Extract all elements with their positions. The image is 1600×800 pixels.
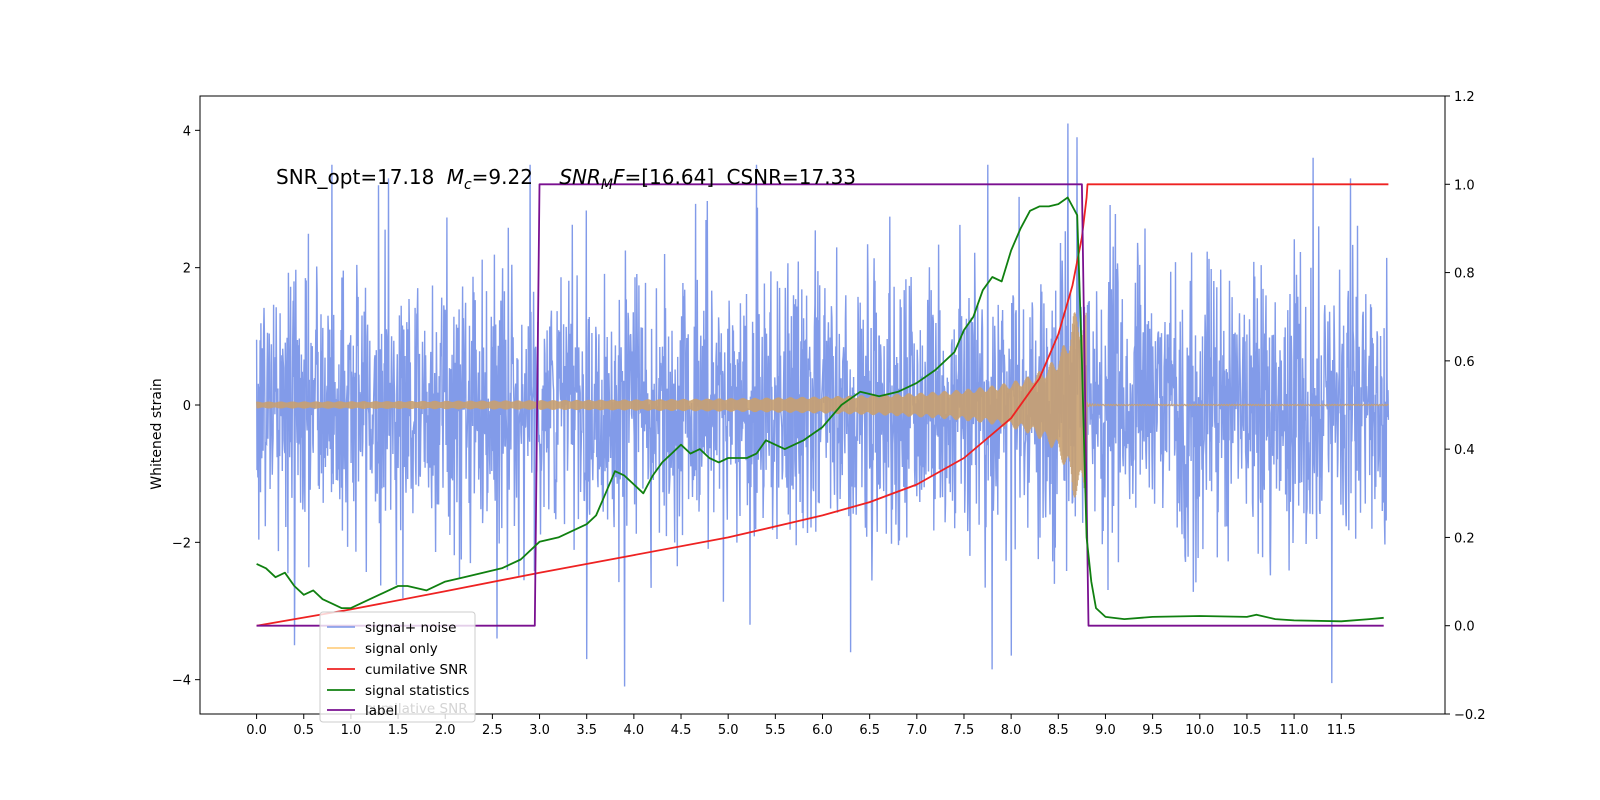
series-signal-only-line [256, 312, 1389, 498]
mc-value: =9.22 [472, 165, 533, 189]
x-tick-label: 1.5 [388, 723, 409, 738]
snr-mf-subscript: M [601, 177, 613, 193]
x-tick-label: 3.0 [529, 723, 550, 738]
mc-symbol: M [447, 165, 464, 189]
stats-annotation: SNR_opt=17.18 Mc=9.22 SNRMF=[16.64] CSNR… [276, 165, 856, 193]
x-tick-label: 3.5 [576, 723, 597, 738]
x-axis: 0.0 0.5 1.0 1.5 2.0 2.5 3.0 3.5 4.0 4.5 5.0 5.5 6.0 6… [246, 714, 1356, 738]
y-tick-label: 2 [183, 262, 191, 277]
series-signal-statistics-line [256, 196, 1384, 623]
series-label-line [256, 183, 1384, 627]
x-tick-label: 10.0 [1185, 723, 1214, 738]
x-tick-label: 11.0 [1280, 723, 1309, 738]
x-tick-label: 11.5 [1327, 723, 1356, 738]
y2-tick-label: 0.6 [1454, 355, 1475, 370]
x-tick-label: 2.5 [482, 723, 503, 738]
y2-tick-label: 1.0 [1454, 178, 1475, 193]
series-layer [255, 123, 1390, 687]
x-tick-label: 1.0 [341, 723, 362, 738]
x-tick-label: 8.5 [1048, 723, 1069, 738]
x-tick-label: 4.5 [671, 723, 692, 738]
y-axis-title: Whitened strain [149, 378, 165, 489]
y2-tick-label: 0.2 [1454, 531, 1475, 546]
legend: cumilative SNR signal+ noise signal only… [319, 611, 476, 723]
y-tick-label: 0 [183, 399, 191, 414]
legend-label-cumulative-snr: cumilative SNR [365, 662, 468, 678]
y-tick-label: −4 [172, 674, 191, 689]
csnr-text: CSNR=17.33 [726, 165, 856, 189]
snr-mf-symbol: SNR [559, 165, 601, 189]
x-tick-label: 7.5 [954, 723, 975, 738]
legend-box [319, 611, 476, 723]
series-signal-noise-line [255, 123, 1390, 687]
x-tick-label: 5.0 [718, 723, 739, 738]
x-tick-label: 2.0 [435, 723, 456, 738]
y2-tick-label: 0.8 [1454, 267, 1475, 282]
x-tick-label: 0.0 [246, 723, 267, 738]
legend-label-signal-statistics: signal statistics [365, 683, 469, 699]
x-tick-label: 7.0 [906, 723, 927, 738]
x-tick-label: 9.0 [1095, 723, 1116, 738]
y2-tick-label: 0.4 [1454, 443, 1475, 458]
snr-opt-text: SNR_opt=17.18 [276, 165, 434, 189]
y2-tick-label: 1.2 [1454, 90, 1475, 105]
y-axis-right: −0.2 0.0 0.2 0.4 0.6 0.8 1.0 1.2 [1445, 90, 1486, 723]
y-tick-label: 4 [183, 124, 191, 139]
legend-label-signal-noise: signal+ noise [365, 620, 456, 636]
x-tick-label: 5.5 [765, 723, 786, 738]
snr-mf-value: =[16.64] [625, 165, 715, 189]
x-tick-label: 8.0 [1001, 723, 1022, 738]
legend-ghost-text: cumilative SNR [365, 701, 468, 717]
mc-subscript: c [464, 177, 472, 193]
x-tick-label: 4.0 [624, 723, 645, 738]
x-tick-label: 9.5 [1142, 723, 1163, 738]
y-axis-left: −4 −2 0 2 4 [172, 124, 200, 689]
x-tick-label: 6.5 [859, 723, 880, 738]
x-tick-label: 0.5 [293, 723, 314, 738]
y-tick-label: −2 [172, 536, 191, 551]
x-tick-label: 10.5 [1232, 723, 1261, 738]
x-tick-label: 6.0 [812, 723, 833, 738]
y2-tick-label: −0.2 [1454, 708, 1486, 723]
y2-tick-label: 0.0 [1454, 620, 1475, 635]
legend-label-label: label [365, 703, 398, 719]
snr-mf-f: F [613, 165, 625, 189]
legend-label-signal-only: signal only [365, 641, 438, 657]
